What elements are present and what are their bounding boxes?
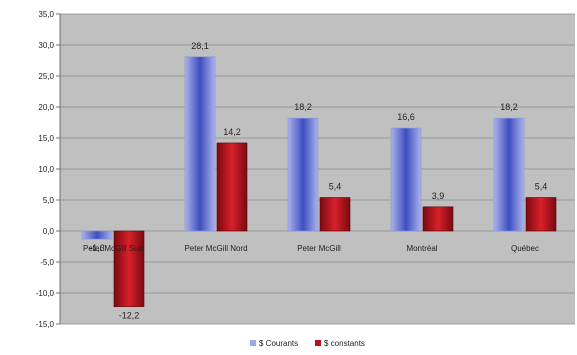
data-label: 16,6: [397, 112, 415, 122]
data-label: 18,2: [500, 102, 518, 112]
data-label: -1,3: [89, 243, 105, 253]
data-label: -12,2: [119, 311, 140, 321]
bar-constants: [422, 206, 454, 232]
bar-constants: [113, 230, 145, 307]
y-tick-label: -10,0: [36, 289, 55, 298]
category-labels: Peter McGill Sud Peter McGill Nord Peter M…: [83, 244, 539, 253]
bar-constants: [216, 142, 248, 232]
bar-constants: [525, 197, 557, 232]
y-axis: 35,0 30,0 25,0 20,0 15,0 10,0 5,0 0,0 -5,0 -10,0 -…: [36, 10, 61, 329]
bar-courants: [390, 127, 422, 232]
legend: $ Courants $ constants: [250, 339, 365, 348]
data-label: 5,4: [535, 182, 548, 192]
category-label: Québec: [511, 244, 539, 253]
bar-courants: [493, 117, 525, 232]
category-label: Peter McGill: [297, 244, 341, 253]
data-label: 5,4: [329, 182, 342, 192]
legend-swatch: [250, 340, 256, 346]
y-tick-label: 25,0: [38, 72, 54, 81]
category-label: Peter McGill Nord: [184, 244, 247, 253]
y-tick-label: 20,0: [38, 103, 54, 112]
category-label: Montréal: [406, 244, 437, 253]
bar-courants: [287, 117, 319, 232]
y-tick-label: -15,0: [36, 320, 55, 329]
data-label: 18,2: [294, 102, 312, 112]
y-tick-label: -5,0: [40, 258, 54, 267]
legend-label: $ constants: [324, 339, 365, 348]
legend-swatch: [315, 340, 321, 346]
y-tick-label: 10,0: [38, 165, 54, 174]
bar-constants: [319, 197, 351, 232]
bar-courants: [81, 230, 113, 240]
bars: [81, 56, 557, 307]
y-tick-label: 0,0: [43, 227, 55, 236]
category-label: Peter McGill Sud: [83, 244, 143, 253]
gridlines: [60, 13, 575, 325]
data-label: 28,1: [191, 41, 209, 51]
y-tick-label: 15,0: [38, 134, 54, 143]
bar-courants: [184, 56, 216, 232]
y-tick-label: 5,0: [43, 196, 55, 205]
legend-label: $ Courants: [259, 339, 298, 348]
data-label: 14,2: [223, 127, 241, 137]
data-label: 3,9: [432, 191, 445, 201]
data-labels: -1,3 -12,2 28,1 14,2 18,2 5,4 16,6 3,9 18,2 5,4: [89, 41, 547, 321]
y-tick-label: 35,0: [38, 10, 54, 19]
y-tick-label: 30,0: [38, 41, 54, 50]
